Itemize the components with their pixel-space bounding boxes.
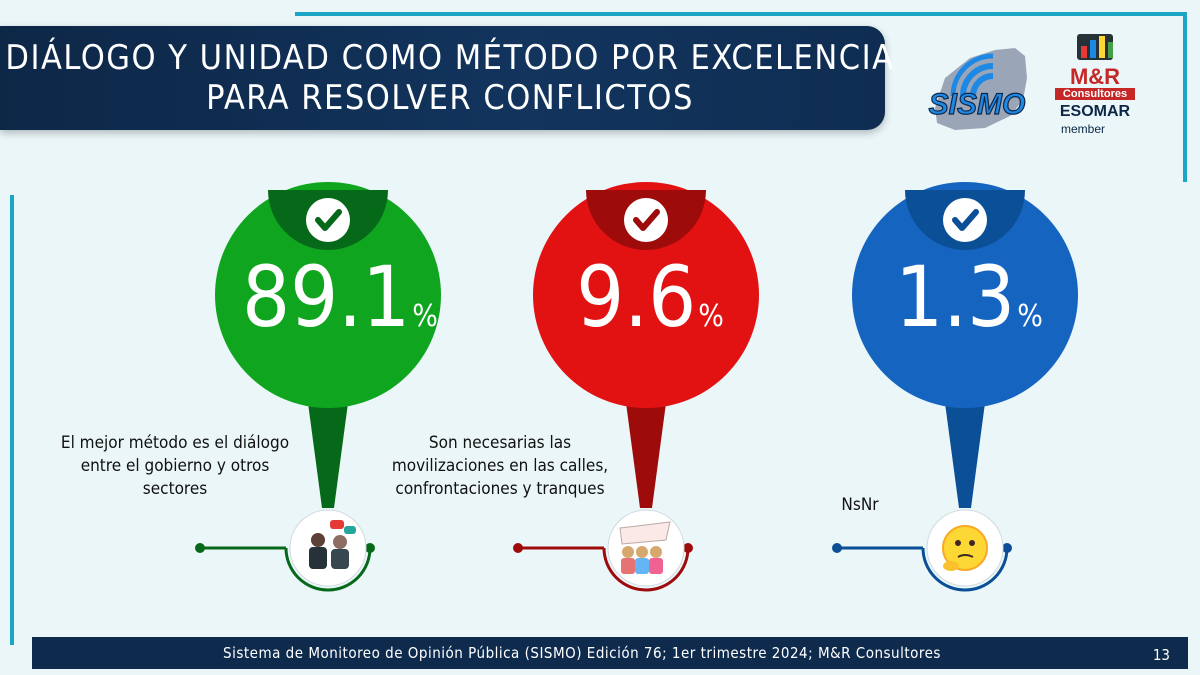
sismo-logo-text: SISMO: [929, 88, 1026, 121]
pin-1: [195, 182, 441, 592]
check-icon: [315, 209, 342, 231]
icon-arc-3: [921, 547, 1009, 592]
connector-dot-left-3: [832, 543, 842, 553]
connector-dot-right-2: [683, 543, 693, 553]
category-label-1-line-3: sectores: [142, 479, 208, 499]
chart-blocks-icon: [1077, 34, 1113, 60]
category-label-1: El mejor método es el diálogo entre el go…: [30, 432, 320, 501]
value-unit-3: %: [1017, 299, 1043, 334]
pin-stem-2: [624, 388, 668, 508]
sismo-logo: SISMO: [928, 48, 1027, 130]
value-unit-2: %: [698, 299, 724, 334]
category-label-1-line-1: El mejor método es el diálogo: [60, 433, 290, 453]
icon-arc-1: [284, 547, 372, 592]
dialogue-people-icon: [289, 509, 367, 587]
value-circle-3: [852, 182, 1078, 408]
icon-arc-2: [602, 547, 690, 592]
value-label-2: 9.6%: [560, 255, 740, 339]
check-badge-2: [624, 198, 668, 242]
check-icon: [952, 209, 979, 231]
frame-line-left: [10, 195, 14, 645]
category-label-2-line-1: Son necesarias las: [428, 433, 572, 453]
connector-dot-right-3: [1002, 543, 1012, 553]
category-label-1-line-2: entre el gobierno y otros: [80, 456, 270, 476]
mr-logo-line4: member: [1061, 122, 1106, 136]
pin-stem-1: [306, 388, 350, 508]
connector-dot-left-2: [513, 543, 523, 553]
mr-logo-line3: ESOMAR: [1059, 103, 1131, 120]
title-line-2: PARA RESOLVER CONFLICTOS: [206, 78, 694, 118]
category-label-3-line-1: NsNr: [841, 495, 879, 515]
mr-logo-line1: M&R: [1069, 64, 1121, 89]
value-label-1: 89.1%: [242, 255, 438, 339]
value-number-1: 89.1: [242, 248, 411, 346]
value-number-2: 9.6: [576, 248, 697, 346]
check-badge-3: [943, 198, 987, 242]
frame-line-right: [1183, 12, 1187, 182]
pin-stem-3: [943, 388, 987, 508]
value-number-3: 1.3: [895, 248, 1016, 346]
check-badge-1: [306, 198, 350, 242]
category-label-2: Son necesarias las movilizaciones en las …: [360, 432, 640, 501]
value-circle-2: [533, 182, 759, 408]
footer-bar: Sistema de Monitoreo de Opinión Pública …: [32, 637, 1188, 669]
category-label-2-line-2: movilizaciones en las calles,: [391, 456, 609, 476]
check-icon: [633, 209, 660, 231]
page-number: 13: [1152, 646, 1170, 664]
value-unit-1: %: [412, 299, 438, 334]
connector-dot-right-1: [365, 543, 375, 553]
mr-logo-line2: Consultores: [1055, 88, 1135, 100]
category-label-2-line-3: confrontaciones y tranques: [395, 479, 605, 499]
mr-consultores-logo: M&R Consultores ESOMAR member: [1055, 30, 1135, 140]
connector-dot-left-1: [195, 543, 205, 553]
pin-3: [832, 182, 1078, 592]
category-label-3: NsNr: [820, 494, 900, 517]
value-circle-1: [215, 182, 441, 408]
pin-2: [513, 182, 759, 592]
title-banner: [0, 26, 885, 130]
footer-source-text: Sistema de Monitoreo de Opinión Pública …: [223, 644, 941, 662]
title-line-1: DIÁLOGO Y UNIDAD COMO MÉTODO POR EXCELEN…: [5, 38, 895, 78]
frame-line-top: [295, 12, 1187, 16]
value-label-3: 1.3%: [879, 255, 1059, 339]
